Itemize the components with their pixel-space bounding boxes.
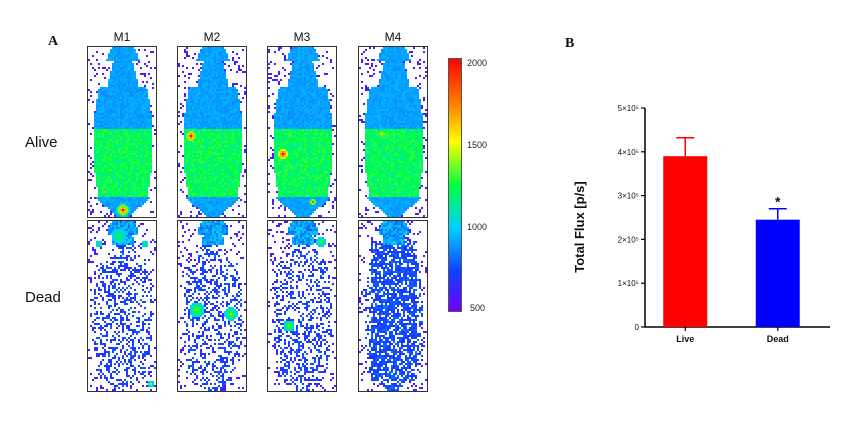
- row-label-dead: Dead: [25, 289, 61, 306]
- image-alive-m1: [87, 46, 157, 218]
- y-axis-label: Total Flux [p/s]: [572, 181, 587, 272]
- heatmap-image: [178, 47, 246, 217]
- panel-b-letter: B: [565, 36, 575, 51]
- scale-tick-500: 500: [470, 303, 486, 313]
- significance-marker: *: [775, 194, 781, 210]
- image-dead-m2: [177, 220, 247, 392]
- color-scale-bar: [448, 58, 462, 312]
- y-tick-label: 3×10⁵: [618, 192, 639, 201]
- image-dead-m4: [358, 220, 428, 392]
- bar-chart: Total Flux [p/s] * 0 1×10⁵ 2×10⁵ 3×10⁵ 4×10⁵…: [572, 104, 830, 344]
- heatmap-image: [359, 221, 427, 391]
- x-tick-label: Dead: [767, 334, 789, 344]
- column-label-m2: M2: [203, 30, 221, 44]
- image-dead-m3: [267, 220, 337, 392]
- y-tick-label: 4×10⁵: [618, 148, 639, 157]
- image-alive-m4: [358, 46, 428, 218]
- heatmap-image: [178, 221, 246, 391]
- heatmap-image: [88, 221, 156, 391]
- image-alive-m3: [267, 46, 337, 218]
- y-tick-label: 1×10⁵: [618, 279, 639, 288]
- bar-live: [663, 156, 708, 327]
- scale-tick-1000: 1000: [467, 222, 488, 232]
- scale-tick-1500: 1500: [467, 140, 488, 150]
- image-dead-m1: [87, 220, 157, 392]
- y-tick-label: 0: [635, 323, 640, 332]
- column-label-m3: M3: [293, 30, 311, 44]
- bar-dead: [755, 219, 800, 327]
- x-tick-label: Live: [676, 334, 694, 344]
- row-label-alive: Alive: [25, 134, 58, 151]
- column-label-m1: M1: [113, 30, 131, 44]
- y-tick-label: 5×10⁵: [618, 104, 639, 113]
- heatmap-image: [268, 47, 336, 217]
- panel-a-letter: A: [48, 34, 59, 49]
- heatmap-image: [359, 47, 427, 217]
- heatmap-image: [268, 221, 336, 391]
- image-alive-m2: [177, 46, 247, 218]
- scale-tick-2000: 2000: [467, 58, 488, 68]
- column-label-m4: M4: [384, 30, 402, 44]
- heatmap-image: [88, 47, 156, 217]
- y-tick-label: 2×10⁵: [618, 235, 639, 244]
